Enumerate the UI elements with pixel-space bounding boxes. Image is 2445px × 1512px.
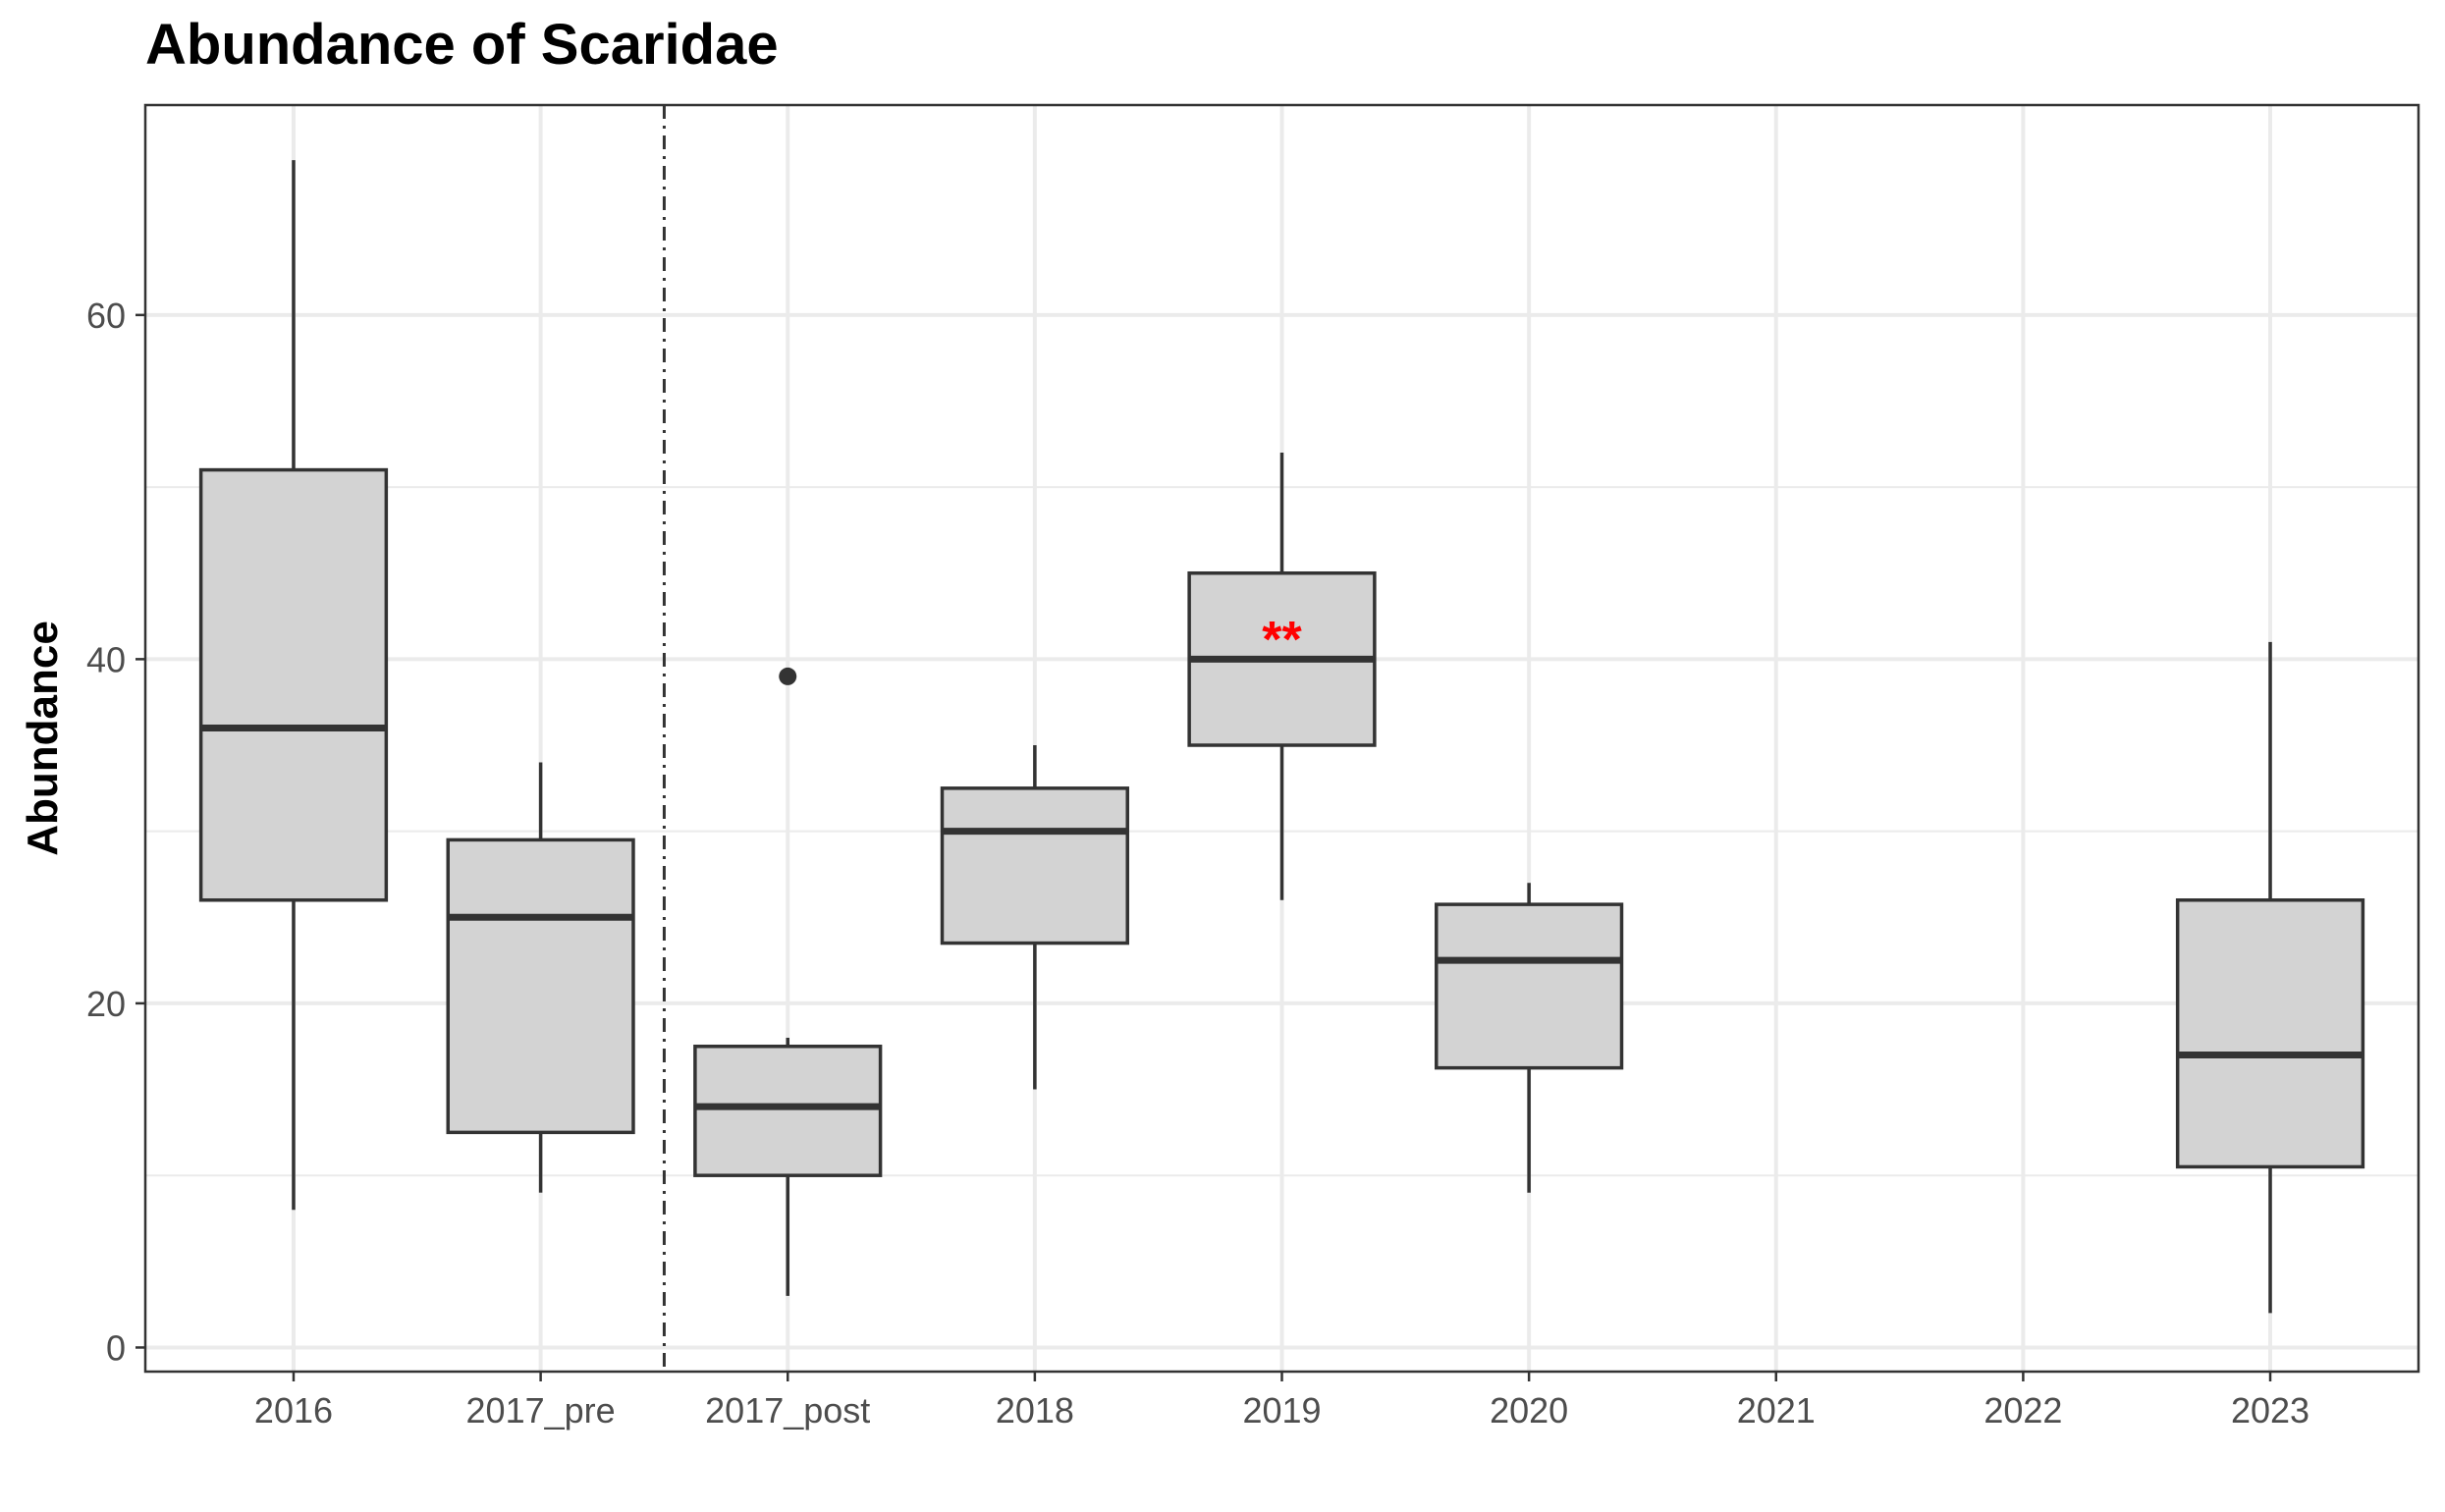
x-tick-label: 2017_post — [705, 1390, 870, 1431]
x-tick-label: 2021 — [1737, 1390, 1816, 1431]
chart-title: Abundance of Scaridae — [145, 13, 779, 77]
y-tick-label: 20 — [86, 984, 126, 1024]
box-iqr — [446, 837, 635, 1135]
box-iqr — [693, 1044, 883, 1177]
x-tick-label: 2023 — [2231, 1390, 2309, 1431]
boxes-layer — [198, 160, 2365, 1314]
x-tick-label: 2017_pre — [466, 1390, 616, 1431]
x-tick-label: 2020 — [1490, 1390, 1568, 1431]
box-2016 — [198, 160, 389, 1211]
box-2017_pre — [446, 762, 635, 1193]
y-tick-label: 0 — [106, 1327, 126, 1368]
box-iqr — [198, 467, 389, 902]
box-2023 — [2175, 641, 2365, 1314]
y-tick-label: 60 — [86, 296, 126, 336]
y-axis-title: Abundance — [19, 621, 67, 856]
box-2020 — [1435, 883, 1624, 1193]
y-axis: 0 20 40 60 — [86, 296, 145, 1368]
box-iqr — [940, 786, 1129, 945]
x-tick-label: 2016 — [254, 1390, 333, 1431]
x-axis: 2016 2017_pre 2017_post 2018 2019 2020 2021 202… — [254, 1372, 2309, 1431]
box-2017_post — [693, 667, 883, 1296]
box-2019 — [1187, 453, 1377, 900]
x-tick-label: 2022 — [1983, 1390, 2062, 1431]
box-iqr — [2175, 898, 2365, 1169]
x-tick-label: 2018 — [996, 1390, 1074, 1431]
significance-annotation: ** — [1262, 612, 1302, 669]
box-2018 — [940, 745, 1129, 1090]
box-iqr — [1435, 902, 1624, 1070]
outlier-point — [779, 667, 797, 685]
x-tick-label: 2019 — [1242, 1390, 1321, 1431]
annotations-layer: ** — [1262, 612, 1302, 669]
y-tick-label: 40 — [86, 639, 126, 679]
